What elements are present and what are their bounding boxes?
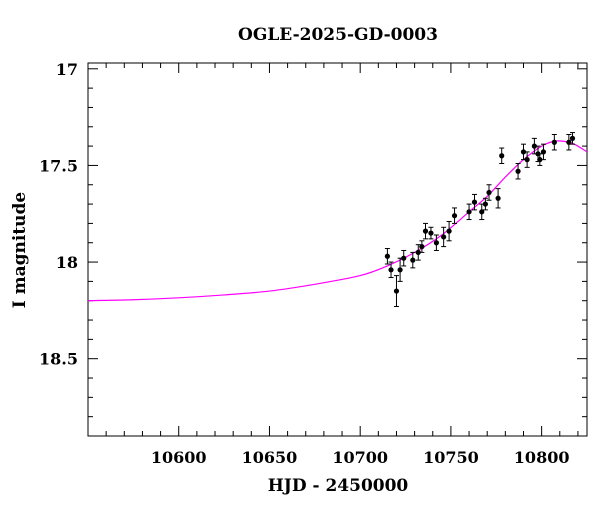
point-marker [499, 153, 505, 159]
data-point [520, 143, 527, 161]
x-tick-label: 10600 [151, 448, 207, 467]
point-marker [551, 139, 557, 145]
data-point [422, 222, 429, 240]
x-tick-label: 10800 [514, 448, 570, 467]
point-marker [520, 149, 527, 155]
data-point [524, 151, 530, 168]
data-point [393, 275, 400, 308]
data-point [388, 261, 394, 279]
data-point [482, 197, 488, 211]
data-point [441, 226, 447, 248]
point-marker [441, 234, 447, 240]
point-marker [566, 139, 572, 145]
point-marker [486, 189, 492, 196]
data-point [419, 240, 425, 253]
data-point [433, 234, 439, 251]
data-point [495, 188, 501, 209]
data-point [486, 184, 492, 201]
x-axis-label: HJD - 2450000 [268, 476, 409, 496]
point-marker [415, 249, 421, 255]
point-marker [540, 149, 547, 155]
data-point [415, 244, 421, 261]
point-marker [537, 157, 543, 163]
point-marker [451, 213, 458, 219]
axis-ticks [88, 63, 587, 437]
data-point [466, 203, 472, 221]
point-marker [433, 240, 439, 246]
y-axis-label: I magnitude [10, 192, 30, 309]
tick-labels: 10600 10650 10700 10750 10800 17 17.5 18 18.5 [39, 60, 569, 467]
data-point [446, 220, 452, 242]
model-curve-layer [88, 140, 587, 302]
data-point [569, 132, 576, 145]
x-tick-label: 10750 [423, 448, 479, 467]
data-point [499, 147, 505, 164]
data-point [479, 203, 485, 221]
point-marker [419, 244, 425, 250]
data-point [410, 251, 416, 269]
data-point [401, 249, 407, 267]
data-point [397, 257, 403, 282]
data-point [566, 134, 572, 151]
y-tick-label: 17.5 [39, 156, 78, 175]
point-marker [495, 195, 501, 201]
data-point [515, 162, 521, 180]
model-curve [88, 140, 587, 302]
data-point [428, 226, 434, 240]
point-marker [397, 267, 403, 273]
x-tick-label: 10700 [332, 448, 388, 467]
y-tick-label: 17 [56, 60, 78, 79]
y-tick-label: 18.5 [39, 350, 78, 369]
point-marker [515, 168, 521, 174]
y-tick-label: 18 [56, 253, 78, 272]
point-marker [569, 135, 576, 141]
point-marker [531, 143, 537, 149]
point-marker [393, 288, 400, 294]
point-marker [401, 255, 407, 261]
x-tick-label: 10650 [242, 448, 298, 467]
data-points-layer [384, 132, 576, 308]
point-marker [384, 253, 390, 259]
data-point [531, 137, 537, 155]
point-marker [428, 230, 434, 236]
data-point [540, 143, 547, 161]
point-marker [524, 157, 530, 163]
data-point [537, 153, 543, 166]
point-marker [471, 199, 478, 205]
data-point [384, 248, 390, 265]
data-point [451, 207, 458, 224]
point-marker [446, 228, 452, 234]
point-marker [410, 257, 416, 263]
chart-title: OGLE-2025-GD-0003 [238, 25, 438, 45]
point-marker [482, 201, 488, 207]
point-marker [479, 209, 485, 215]
point-marker [388, 267, 394, 273]
data-point [471, 193, 478, 211]
point-marker [422, 228, 429, 234]
point-marker [466, 209, 472, 215]
plot-frame [87, 62, 588, 437]
data-point [551, 134, 557, 151]
